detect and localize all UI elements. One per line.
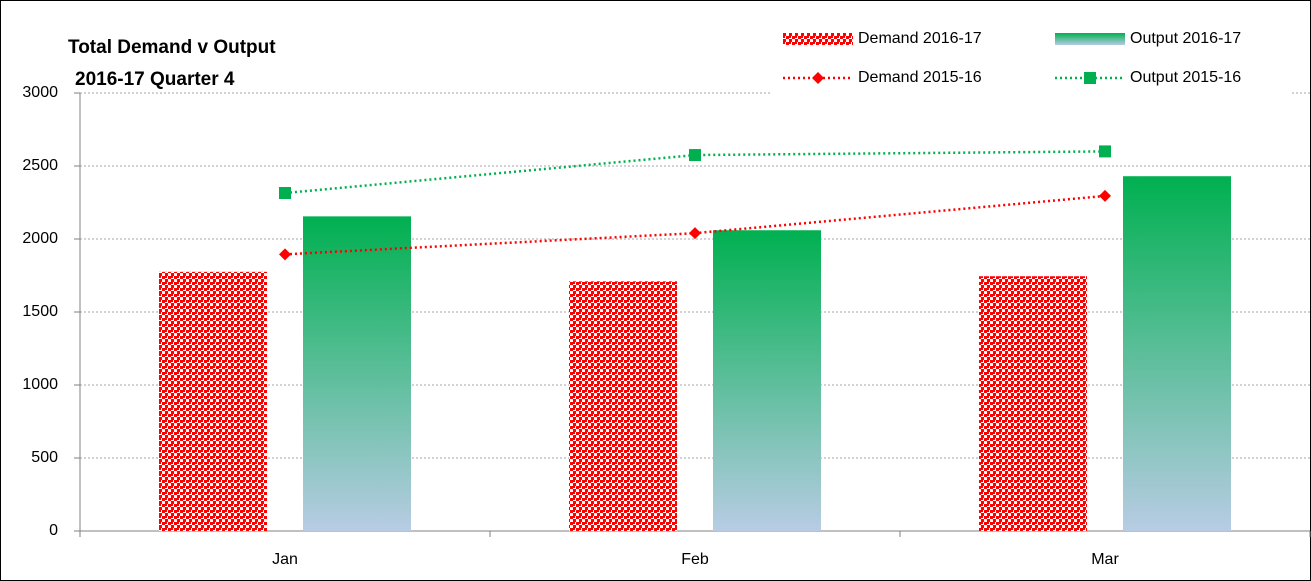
y-tick-label: 3000 bbox=[22, 84, 58, 101]
marker bbox=[1099, 145, 1111, 158]
y-tick-label: 2000 bbox=[22, 230, 58, 247]
bar bbox=[303, 216, 411, 531]
y-tick-label: 0 bbox=[49, 522, 58, 539]
bar bbox=[979, 276, 1087, 531]
bar bbox=[713, 230, 821, 532]
bar bbox=[159, 271, 267, 531]
marker bbox=[689, 149, 701, 162]
legend-bg bbox=[770, 20, 1290, 96]
marker bbox=[279, 187, 291, 200]
legend-swatch bbox=[783, 33, 853, 45]
legend-marker bbox=[812, 72, 824, 84]
x-tick-label: Jan bbox=[272, 551, 298, 568]
x-tick-label: Mar bbox=[1091, 551, 1119, 568]
y-tick-label: 500 bbox=[31, 449, 58, 466]
chart-title: Total Demand v Output bbox=[68, 37, 276, 58]
bar bbox=[1123, 176, 1231, 531]
legend-label: Demand 2016-17 bbox=[858, 30, 982, 47]
legend-label: Output 2015-16 bbox=[1130, 69, 1241, 86]
legend-label: Demand 2015-16 bbox=[858, 69, 982, 86]
marker bbox=[689, 227, 701, 240]
marker bbox=[1099, 189, 1111, 202]
y-tick-label: 1000 bbox=[22, 376, 58, 393]
marker bbox=[279, 248, 291, 261]
legend-marker bbox=[1084, 72, 1096, 84]
chart-subtitle: 2016-17 Quarter 4 bbox=[75, 69, 235, 90]
x-tick-label: Feb bbox=[681, 551, 709, 568]
y-tick-label: 2500 bbox=[22, 157, 58, 174]
legend-label: Output 2016-17 bbox=[1130, 30, 1241, 47]
y-tick-label: 1500 bbox=[22, 303, 58, 320]
bar bbox=[569, 281, 677, 531]
legend-swatch bbox=[1055, 33, 1125, 45]
